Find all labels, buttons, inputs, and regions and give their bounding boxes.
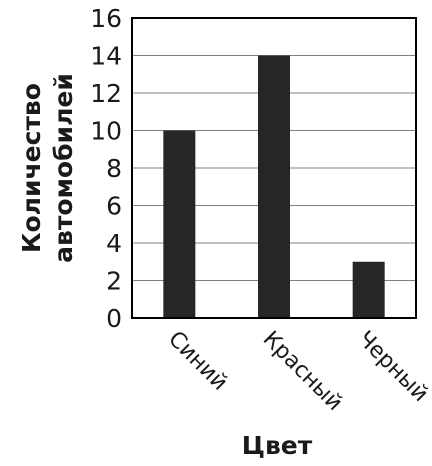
y-tick-label: 2 xyxy=(106,267,122,296)
y-axis-title-line-1: Количество xyxy=(17,83,46,253)
x-tick-label: Синий xyxy=(163,327,232,396)
y-tick-label: 10 xyxy=(90,117,122,146)
bars xyxy=(163,55,385,318)
y-tick-labels: 0 2 4 6 8 10 12 14 16 xyxy=(90,4,122,333)
y-tick-label: 12 xyxy=(90,79,122,108)
y-tick-label: 14 xyxy=(90,42,122,71)
x-axis-title: Цвет xyxy=(242,431,313,460)
y-tick-label: 8 xyxy=(106,154,122,183)
y-tick-label: 0 xyxy=(106,304,122,333)
bar-1 xyxy=(163,130,196,318)
y-tick-label: 4 xyxy=(106,229,122,258)
bar-2 xyxy=(258,55,290,318)
y-tick-label: 16 xyxy=(90,4,122,33)
plot-frame xyxy=(131,17,417,319)
x-tick-labels: Синий Красный Черный xyxy=(163,327,432,416)
bar-3 xyxy=(352,261,385,318)
y-axis-title-line-2: автомобилей xyxy=(49,73,78,263)
x-tick-label: Красный xyxy=(258,327,347,416)
x-tick-label: Черный xyxy=(352,327,432,407)
y-tick-label: 6 xyxy=(106,192,122,221)
